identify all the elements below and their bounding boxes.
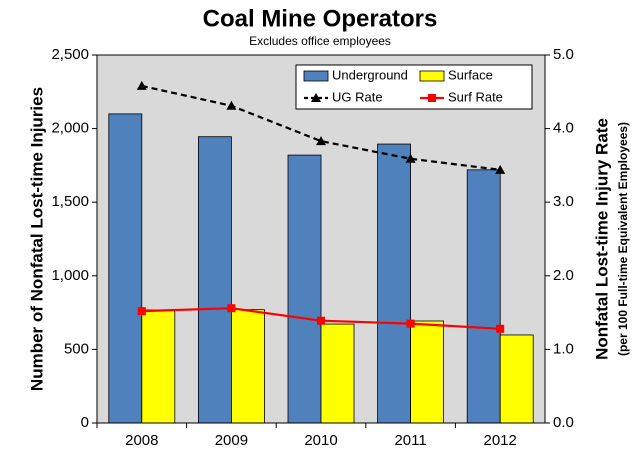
y2-axis-title: Nonfatal Lost-time Injury Rate — [592, 118, 611, 360]
bar — [499, 334, 534, 424]
bar — [410, 320, 445, 424]
x-tick-label: 2008 — [125, 432, 158, 449]
line-marker — [227, 304, 236, 313]
y-tick-label: 2,000 — [51, 120, 89, 137]
bar — [108, 113, 143, 424]
x-tick-label: 2010 — [304, 432, 337, 449]
bar — [466, 169, 501, 424]
bar — [377, 143, 412, 424]
legend-marker — [428, 94, 436, 102]
line-marker — [137, 307, 146, 316]
legend-label: Surface — [448, 67, 493, 82]
line-series — [141, 84, 501, 171]
line-marker — [405, 153, 416, 163]
line-marker — [316, 136, 326, 146]
y2-tick-label: 5.0 — [553, 46, 574, 63]
legend-label: Surf Rate — [448, 89, 503, 104]
line-marker — [495, 164, 506, 174]
legend-marker — [311, 93, 321, 102]
y2-tick-label: 2.0 — [553, 267, 574, 284]
x-tick-label: 2012 — [484, 432, 517, 449]
legend-label: UG Rate — [332, 89, 383, 104]
legend-label: Underground — [332, 67, 408, 82]
chart-subtitle: Excludes office employees — [249, 34, 391, 48]
line-marker — [226, 100, 237, 110]
y-tick-label: 0 — [81, 414, 89, 431]
y-tick-label: 1,000 — [51, 267, 89, 284]
line-marker — [496, 324, 505, 333]
y2-axis-subtitle: (per 100 Full-time Equivalent Employees) — [616, 122, 630, 356]
x-tick-label: 2011 — [394, 432, 426, 449]
chart-title: Coal Mine Operators — [203, 5, 438, 32]
y2-tick-label: 1.0 — [553, 340, 574, 357]
bar — [287, 154, 322, 424]
legend — [295, 64, 533, 110]
legend-swatch — [419, 70, 445, 82]
bar — [320, 323, 355, 424]
y-tick-label: 500 — [64, 340, 89, 357]
y-tick-label: 1,500 — [51, 193, 89, 210]
bar — [197, 136, 232, 424]
y2-tick-label: 4.0 — [553, 120, 574, 137]
line-marker — [406, 319, 415, 328]
bar — [141, 309, 176, 424]
y-tick-label: 2,500 — [51, 46, 89, 63]
bar — [230, 309, 265, 424]
line-marker — [317, 316, 325, 325]
y2-tick-label: 0.0 — [553, 414, 574, 431]
y2-tick-label: 3.0 — [553, 193, 574, 210]
plot-border — [96, 54, 546, 424]
y-axis-title: Number of Nonfatal Lost-time Injuries — [27, 87, 46, 391]
legend-swatch — [303, 70, 329, 82]
line-marker — [136, 80, 147, 90]
x-tick-label: 2009 — [215, 432, 248, 449]
